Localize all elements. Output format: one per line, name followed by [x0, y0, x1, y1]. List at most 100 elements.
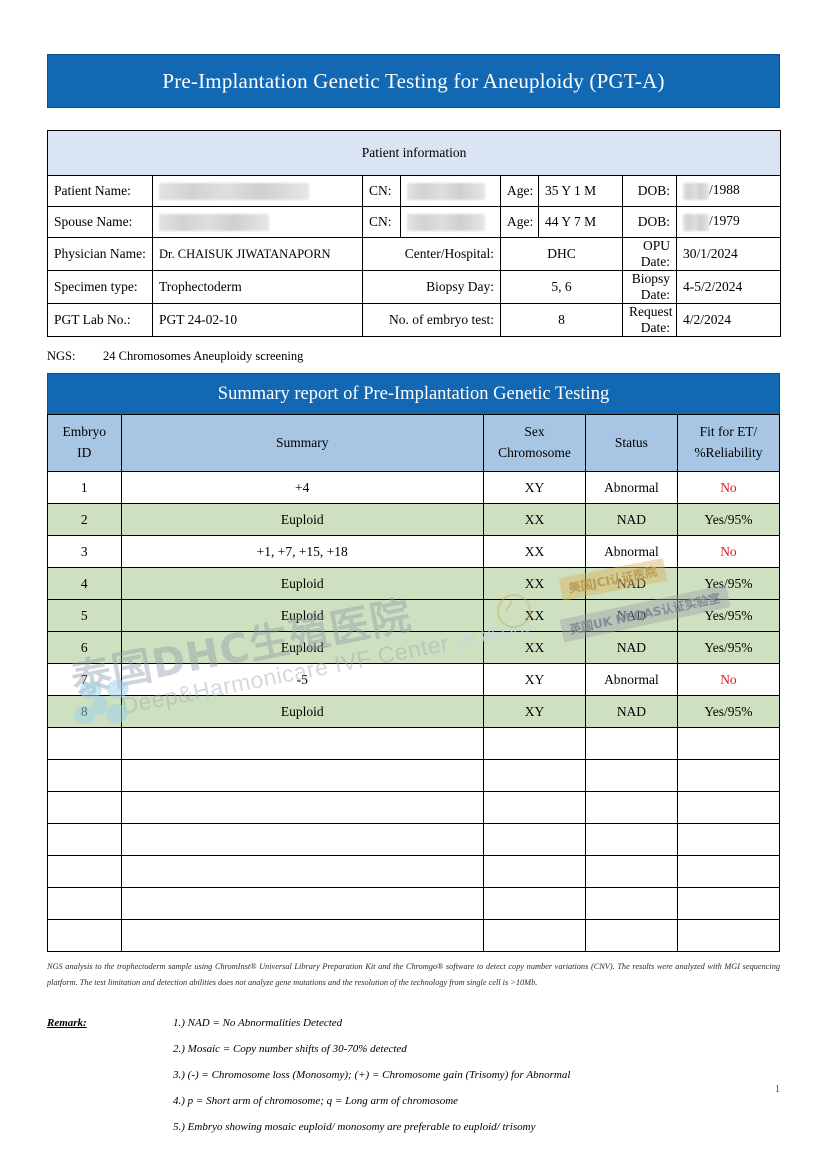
cell-status: [585, 791, 678, 824]
cell-embryo-id: [47, 823, 122, 856]
cell-sex-chromosome: XY: [482, 695, 587, 728]
cell-fit-for-et: [676, 919, 781, 952]
cell-fit-for-et: Yes/95%: [676, 599, 781, 632]
summary-report-banner: Summary report of Pre-Implantation Genet…: [47, 373, 780, 414]
cell-embryo-id: [47, 919, 122, 952]
cell-embryo-id: 7: [47, 663, 122, 696]
cell-fit-for-et: No: [676, 663, 781, 696]
cell-sex-chromosome: XX: [482, 567, 587, 600]
ngs-text: 24 Chromosomes Aneuploidy screening: [103, 349, 304, 363]
cell-embryo-id: [47, 791, 122, 824]
cell-summary: [120, 727, 484, 760]
table-row: 3 +1, +7, +15, +18 XX Abnormal No: [47, 535, 781, 568]
embryo-count-value: 8: [500, 303, 623, 337]
cell-summary: Euploid: [120, 599, 484, 632]
cell-status: NAD: [585, 503, 678, 536]
cell-summary: +1, +7, +15, +18: [120, 535, 484, 568]
spouse-dob-value: /1979: [675, 206, 782, 238]
cell-summary: [120, 823, 484, 856]
specimen-type-label: Specimen type:: [47, 270, 153, 304]
patient-dob-value: /1988: [675, 175, 782, 207]
header-summary: Summary: [120, 414, 484, 472]
cell-sex-chromosome: [482, 727, 587, 760]
header-embryo-id: Embryo ID: [47, 414, 122, 472]
table-row: [47, 887, 781, 920]
patient-age-value: 35 Y 1 M: [538, 175, 623, 207]
header-sex-chromosome: Sex Chromosome: [482, 414, 587, 472]
spouse-age-value: 44 Y 7 M: [538, 206, 623, 238]
cell-status: NAD: [585, 695, 678, 728]
patient-information-table: Patient information Patient Name: CN: Ag…: [46, 130, 782, 337]
table-row: [47, 791, 781, 824]
physician-row: Physician Name: Dr. CHAISUK JIWATANAPORN…: [47, 237, 782, 271]
table-row: 6 Euploid XX NAD Yes/95%: [47, 631, 781, 664]
physician-label: Physician Name:: [47, 237, 153, 271]
cell-fit-for-et: Yes/95%: [676, 567, 781, 600]
cell-fit-for-et: No: [676, 471, 781, 504]
remark-item: 2.) Mosaic = Copy number shifts of 30-70…: [173, 1043, 407, 1056]
cell-status: [585, 855, 678, 888]
ngs-label: NGS:: [47, 349, 76, 363]
cell-fit-for-et: [676, 759, 781, 792]
cell-fit-for-et: Yes/95%: [676, 631, 781, 664]
methodology-footnote: NGS analysis to the trophectoderm sample…: [47, 962, 780, 988]
summary-table-body: 1 +4 XY Abnormal No 2 Euploid XX NAD Yes/95% 3 +1, …: [47, 471, 781, 952]
opu-date-label: OPU Date:: [622, 237, 677, 271]
cell-embryo-id: 2: [47, 503, 122, 536]
cell-summary: Euploid: [120, 631, 484, 664]
cell-summary: [120, 759, 484, 792]
cell-sex-chromosome: [482, 887, 587, 920]
cell-summary: Euploid: [120, 695, 484, 728]
cell-status: [585, 727, 678, 760]
cell-embryo-id: [47, 727, 122, 760]
cell-sex-chromosome: [482, 759, 587, 792]
cell-fit-for-et: [676, 855, 781, 888]
spouse-name-value: [152, 206, 363, 238]
patient-dob-year: /1988: [709, 182, 740, 198]
page-title: Pre-Implantation Genetic Testing for Ane…: [162, 68, 665, 93]
redacted-spouse-dob: [683, 213, 709, 231]
pgt-lab-no-label: PGT Lab No.:: [47, 303, 153, 337]
page-number: 1: [775, 1084, 780, 1095]
table-row: [47, 823, 781, 856]
summary-report-section: Summary report of Pre-Implantation Genet…: [47, 373, 781, 952]
table-row: [47, 919, 781, 952]
cell-status: Abnormal: [585, 663, 678, 696]
summary-header-row: Embryo ID Summary Sex Chromosome Status …: [47, 414, 781, 472]
redacted-patient-name: [159, 182, 309, 200]
cell-summary: -5: [120, 663, 484, 696]
cell-fit-for-et: No: [676, 535, 781, 568]
redacted-spouse-name: [159, 213, 269, 231]
table-row: 5 Euploid XX NAD Yes/95%: [47, 599, 781, 632]
cell-summary: [120, 791, 484, 824]
cell-status: Abnormal: [585, 471, 678, 504]
biopsy-day-label: Biopsy Day:: [362, 270, 501, 304]
remark-label: Remark:: [47, 1017, 87, 1030]
table-row: [47, 759, 781, 792]
cell-embryo-id: 6: [47, 631, 122, 664]
cell-embryo-id: [47, 855, 122, 888]
spouse-dob-year: /1979: [709, 213, 740, 229]
cell-embryo-id: 3: [47, 535, 122, 568]
spouse-cn-label: CN:: [362, 206, 401, 238]
remark-item: 5.) Embryo showing mosaic euploid/ monos…: [173, 1121, 536, 1134]
patient-name-row: Patient Name: CN: Age: 35 Y 1 M DOB: /19…: [47, 175, 782, 207]
patient-info-header-row: Patient information: [46, 130, 782, 176]
ngs-line: NGS: 24 Chromosomes Aneuploidy screening: [47, 349, 780, 364]
cell-sex-chromosome: XY: [482, 663, 587, 696]
cell-sex-chromosome: XX: [482, 631, 587, 664]
patient-age-label: Age:: [500, 175, 539, 207]
spouse-cn-value: [400, 206, 501, 238]
cell-embryo-id: 5: [47, 599, 122, 632]
biopsy-day-value: 5, 6: [500, 270, 623, 304]
center-hospital-label: Center/Hospital:: [362, 237, 501, 271]
patient-dob-label: DOB:: [622, 175, 677, 207]
table-row: 7 -5 XY Abnormal No: [47, 663, 781, 696]
specimen-type-value: Trophectoderm: [152, 270, 363, 304]
request-date-label: Request Date:: [622, 303, 677, 337]
cell-status: [585, 887, 678, 920]
cell-sex-chromosome: [482, 791, 587, 824]
patient-cn-label: CN:: [362, 175, 401, 207]
embryo-count-label: No. of embryo test:: [362, 303, 501, 337]
